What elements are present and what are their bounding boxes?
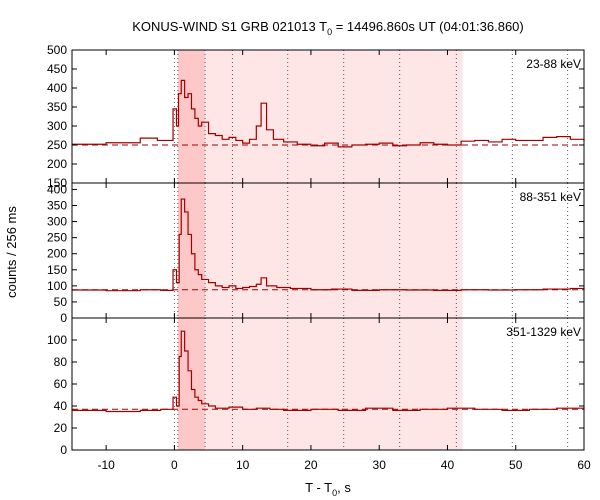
y-tick-label: 400 [47, 182, 67, 196]
y-tick-label: 250 [47, 138, 67, 152]
y-tick-label: 350 [47, 199, 67, 213]
shaded-region-1 [177, 50, 206, 183]
chart-title-rest: = 14496.860s UT (04:01:36.860) [332, 19, 524, 34]
y-tick-label: 20 [54, 421, 68, 435]
y-tick-label: 50 [54, 295, 68, 309]
y-tick-label: 400 [47, 81, 67, 95]
y-tick-label: 150 [47, 263, 67, 277]
x-axis-label-main: T - T [305, 480, 332, 495]
y-tick-label: 0 [60, 443, 67, 457]
y-tick-label: 300 [47, 119, 67, 133]
x-tick-label: 40 [441, 458, 455, 472]
x-tick-label: 60 [577, 458, 591, 472]
y-tick-label: 60 [54, 377, 68, 391]
x-axis-label: T - T0, s [305, 480, 351, 498]
y-tick-label: 450 [47, 62, 67, 76]
light-curve-3 [72, 330, 585, 413]
chart-title-subscript: 0 [327, 27, 332, 37]
x-tick-label: 30 [373, 458, 387, 472]
panel-2: 0 50 100 150 200 250 300 350 400 88-351 keV [47, 182, 585, 325]
y-tick-label: 200 [47, 247, 67, 261]
x-tick-label: 10 [236, 458, 250, 472]
light-curve-1 [72, 79, 585, 148]
panel-3: 0 20 40 60 80 100 351-1329 keV [47, 317, 585, 457]
y-tick-label: 0 [60, 311, 67, 325]
energy-band-label: 23-88 keV [526, 57, 581, 71]
y-tick-label: 250 [47, 231, 67, 245]
y-tick-label: 80 [54, 355, 68, 369]
y-tick-label: 300 [47, 215, 67, 229]
energy-band-label: 88-351 keV [520, 190, 581, 204]
chart-title-main: KONUS-WIND S1 GRB 021013 T [132, 19, 327, 34]
panel-1: 150 200 250 300 350 400 450 500 23-88 keV [47, 43, 585, 190]
x-tick-label: 0 [171, 458, 178, 472]
y-tick-label: 500 [47, 43, 67, 57]
y-tick-label: 40 [54, 399, 68, 413]
light-curve-2 [72, 198, 585, 292]
chart-title: KONUS-WIND S1 GRB 021013 T0 = 14496.860s… [132, 19, 524, 37]
x-tick-label: -10 [97, 458, 115, 472]
shaded-region-2 [205, 318, 463, 450]
energy-band-label: 351-1329 keV [506, 325, 581, 339]
x-tick-label: 50 [509, 458, 523, 472]
shaded-region-2 [205, 183, 463, 318]
y-tick-label: 150 [47, 176, 67, 190]
y-tick-label: 200 [47, 157, 67, 171]
y-axis-label: counts / 256 ms [4, 206, 19, 298]
x-axis-label-subscript: 0 [332, 488, 337, 498]
x-axis-label-suffix: , s [337, 480, 351, 495]
y-tick-label: 350 [47, 100, 67, 114]
shaded-region-2 [205, 50, 463, 183]
y-tick-label: 100 [47, 279, 67, 293]
x-tick-label: 20 [304, 458, 318, 472]
y-tick-label: 100 [47, 333, 67, 347]
